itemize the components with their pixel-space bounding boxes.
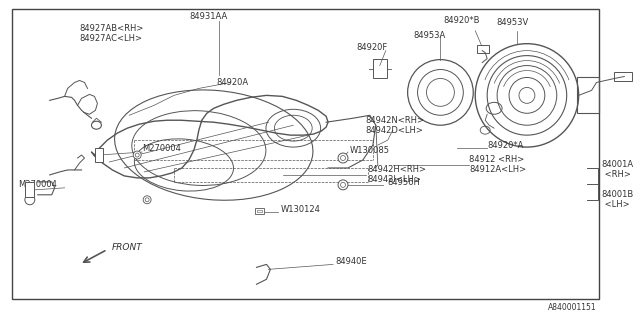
Text: 84956H: 84956H [388, 178, 420, 188]
Text: 84920*B: 84920*B [444, 16, 480, 25]
Text: 84927AC<LH>: 84927AC<LH> [79, 34, 143, 43]
Text: W130124: W130124 [280, 205, 320, 214]
Text: 84953V: 84953V [496, 18, 529, 27]
Text: 84953A: 84953A [413, 31, 446, 40]
Text: 84001A: 84001A [602, 160, 634, 170]
Bar [25, 182, 34, 197]
Bar [257, 210, 262, 212]
Circle shape [338, 153, 348, 163]
Text: FRONT: FRONT [111, 243, 142, 252]
Bar [95, 148, 104, 162]
Circle shape [133, 151, 141, 159]
Text: M270004: M270004 [142, 144, 181, 153]
Text: <LH>: <LH> [602, 200, 629, 209]
Circle shape [143, 196, 151, 204]
Text: 84942D<LH>: 84942D<LH> [366, 126, 424, 135]
Text: 84920A: 84920A [217, 78, 249, 87]
Text: A840001151: A840001151 [548, 303, 596, 312]
Text: 84927AB<RH>: 84927AB<RH> [79, 24, 144, 33]
Bar [255, 208, 264, 214]
Text: 84920F: 84920F [356, 43, 387, 52]
Text: 84931AA: 84931AA [189, 12, 227, 21]
Bar [477, 45, 489, 52]
Text: 84001B: 84001B [602, 190, 634, 199]
Text: 84912A<LH>: 84912A<LH> [469, 165, 526, 174]
Text: 84942H<RH>: 84942H<RH> [368, 165, 427, 174]
Text: 84920*A: 84920*A [487, 140, 524, 149]
Text: W130085: W130085 [350, 146, 390, 155]
Text: 84940E: 84940E [335, 257, 367, 266]
Circle shape [338, 180, 348, 190]
Bar [373, 59, 387, 78]
Text: M270004: M270004 [18, 180, 57, 189]
Text: 84942N<RH>: 84942N<RH> [366, 116, 425, 125]
Text: 84942I<LH>: 84942I<LH> [368, 175, 422, 184]
Text: <RH>: <RH> [602, 171, 630, 180]
Text: 84912 <RH>: 84912 <RH> [469, 156, 525, 164]
Bar [614, 71, 632, 82]
Bar [577, 77, 598, 113]
